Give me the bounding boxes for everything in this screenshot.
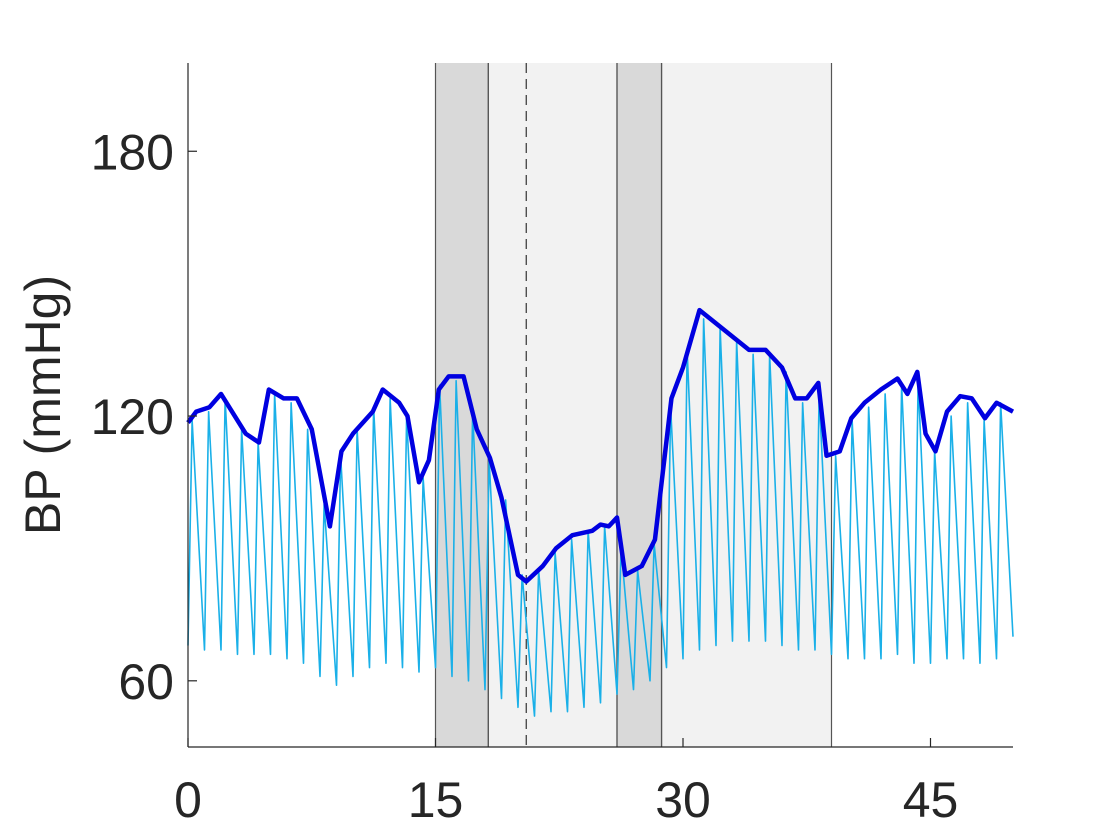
- region: [617, 63, 662, 747]
- y-tick-label: 180: [91, 124, 174, 180]
- y-tick-label: 120: [91, 389, 174, 445]
- line-series: [186, 307, 1015, 584]
- y-tick-label: 60: [118, 654, 174, 710]
- x-tick-label: 30: [655, 772, 711, 828]
- x-tick-label: 45: [903, 772, 959, 828]
- line-series: [187, 318, 1014, 717]
- x-tick-label: 0: [174, 772, 202, 828]
- x-tick-label: 15: [408, 772, 464, 828]
- y-axis-label: BP (mmHg): [15, 275, 71, 535]
- region: [435, 63, 489, 747]
